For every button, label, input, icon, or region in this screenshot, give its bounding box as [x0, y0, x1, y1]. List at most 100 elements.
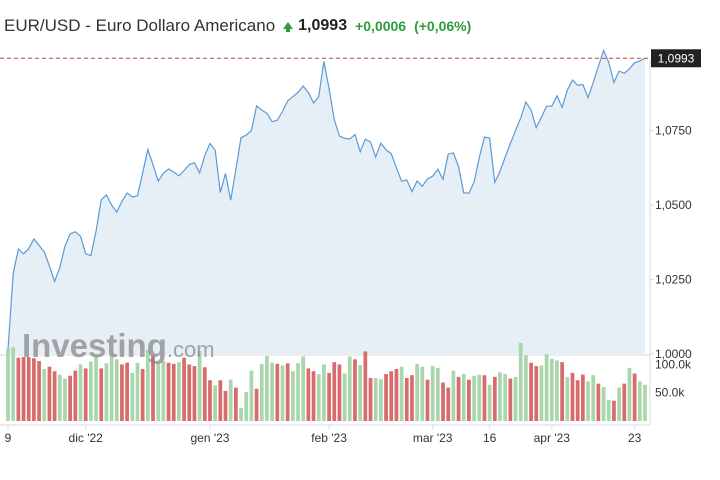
- volume-bar: [94, 355, 98, 421]
- volume-bar: [63, 378, 67, 421]
- volume-bar: [420, 366, 425, 421]
- quote-header: EUR/USD - Euro Dollaro Americano 1,0993 …: [4, 14, 471, 38]
- volume-bar: [586, 381, 590, 421]
- arrow-up-icon: [283, 21, 294, 32]
- volume-bar: [254, 388, 259, 421]
- x-tick-label: gen '23: [190, 431, 229, 445]
- volume-bar: [503, 374, 508, 421]
- volume-bar: [451, 370, 456, 421]
- volume-bar: [643, 384, 647, 421]
- volume-bar: [513, 376, 518, 421]
- volume-bar: [363, 351, 368, 421]
- volume-bar: [560, 362, 564, 421]
- volume-bar: [410, 375, 414, 421]
- volume-bar: [617, 387, 621, 421]
- volume-bar: [187, 364, 192, 421]
- volume-bar: [120, 364, 124, 421]
- volume-bar: [32, 358, 36, 421]
- volume-bar: [446, 387, 451, 421]
- volume-bar: [498, 372, 502, 421]
- price-label-badge: 1,0993: [651, 49, 701, 68]
- volume-bar: [601, 387, 606, 421]
- volume-bar: [487, 384, 492, 421]
- volume-bar: [228, 379, 233, 421]
- volume-bar: [78, 364, 83, 421]
- volume-bar: [399, 366, 404, 421]
- y-tick-label: 1,0500: [655, 198, 692, 212]
- volume-bar: [6, 348, 10, 421]
- volume-bar: [368, 378, 373, 421]
- volume-bar: [296, 363, 300, 421]
- x-tick-label: dic '22: [69, 431, 104, 445]
- volume-bar: [518, 342, 523, 421]
- volume-bar: [223, 391, 228, 421]
- volume-bar: [73, 370, 78, 421]
- price-line: [7, 48, 646, 350]
- volume-bar: [145, 350, 150, 421]
- volume-tick-label: 100.0k: [655, 357, 692, 371]
- volume-bar: [42, 368, 47, 421]
- volume-bar: [482, 375, 487, 421]
- volume-bar: [379, 379, 383, 421]
- x-tick-label: mar '23: [413, 431, 453, 445]
- price-label-background: [651, 49, 701, 68]
- volume-bar: [467, 379, 471, 421]
- volume-bar: [135, 362, 140, 421]
- volume-bar: [524, 355, 528, 421]
- x-axis-ticks: 9 dic '22 gen '23 feb '23 mar '23 16 apr '23 23: [5, 425, 642, 445]
- volume-bar: [265, 355, 269, 421]
- volume-bar: [539, 365, 544, 421]
- x-tick-label: 23: [628, 431, 642, 445]
- volume-bar: [580, 374, 585, 421]
- volume-bar: [461, 374, 466, 421]
- volume-bar: [234, 387, 238, 421]
- brand-name: Investing.com: [22, 327, 215, 364]
- volume-bar: [280, 365, 285, 421]
- x-tick-label: 9: [5, 431, 12, 445]
- volume-bar: [83, 368, 88, 421]
- volume-bar: [99, 368, 104, 421]
- volume-bar: [11, 347, 16, 421]
- volume-bar: [456, 376, 461, 421]
- volume-bar: [37, 361, 41, 421]
- volume-bar: [213, 385, 218, 421]
- volume-bar: [332, 362, 337, 421]
- volume-bar: [202, 367, 207, 421]
- volume-bar: [622, 383, 627, 421]
- volume-bars: [6, 342, 647, 421]
- volume-bar: [47, 366, 52, 421]
- x-tick-label: feb '23: [311, 431, 347, 445]
- volume-bar: [208, 380, 212, 421]
- volume-bar: [353, 359, 357, 421]
- volume-bar: [89, 361, 93, 421]
- volume-bar: [16, 357, 21, 421]
- volume-bar: [472, 375, 476, 421]
- x-tick-label: apr '23: [534, 431, 571, 445]
- volume-bar: [425, 379, 430, 421]
- volume-bar: [270, 362, 274, 421]
- volume-bar: [130, 372, 135, 421]
- volume-bar: [508, 378, 513, 421]
- volume-bar: [570, 372, 575, 421]
- volume-bar: [197, 350, 202, 421]
- volume-bar: [555, 360, 559, 421]
- volume-bar: [596, 383, 601, 421]
- volume-bar: [316, 374, 321, 421]
- volume-bar: [52, 371, 57, 421]
- volume-bar: [534, 366, 539, 421]
- price-area: [8, 50, 645, 355]
- volume-bar: [637, 381, 642, 421]
- volume-bar: [177, 362, 181, 421]
- y-tick-label: 1,0000: [655, 347, 692, 361]
- price-label-text: 1,0993: [658, 51, 695, 65]
- volume-bar: [358, 364, 363, 421]
- volume-bar: [259, 363, 264, 421]
- volume-bar: [342, 373, 347, 421]
- investing-logo: Investing.com: [22, 327, 215, 364]
- price-change: +0,0006: [355, 18, 407, 34]
- volume-bar: [606, 400, 611, 421]
- volume-bar: [166, 362, 171, 421]
- volume-bar: [125, 362, 129, 421]
- volume-bar: [218, 380, 223, 421]
